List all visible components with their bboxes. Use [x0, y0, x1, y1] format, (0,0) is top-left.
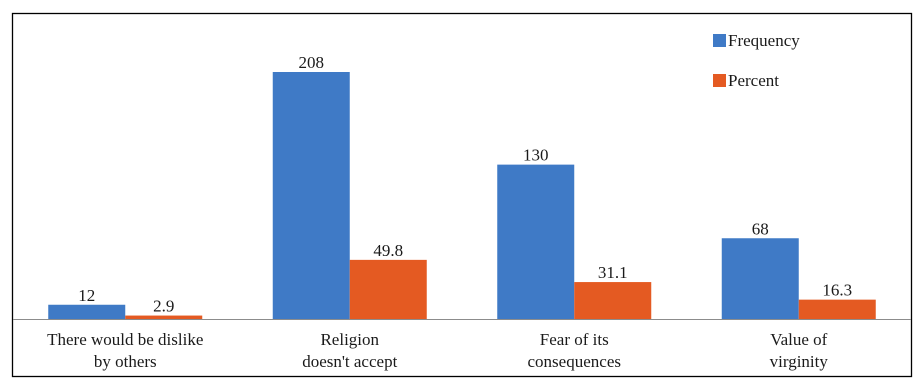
frequency-bar-3: [497, 164, 575, 319]
x-tick-label-2-line-1: Religion: [320, 330, 379, 349]
frequency-value-label-2: 208: [299, 53, 325, 72]
x-tick-label-1-line-1: There would be dislike: [47, 330, 203, 349]
frequency-bar-4: [721, 238, 799, 319]
frequency-bar-1: [48, 304, 126, 319]
frequency-value-label-4: 68: [752, 219, 769, 238]
x-tick-label-4-line-2: virginity: [770, 352, 829, 371]
percent-bar-2: [349, 259, 427, 319]
x-tick-label-4-line-1: Value of: [770, 330, 827, 349]
plot-area: 12 2.9 208 49.8 130 31.1 68 16.3: [48, 53, 876, 319]
chart-border: [11, 12, 913, 378]
frequency-legend-label: Frequency: [728, 31, 800, 50]
x-tick-labels: There would be dislike by others Religion d…: [47, 330, 828, 371]
frequency-legend-swatch: [713, 34, 726, 47]
legend: Frequency Percent: [713, 31, 800, 90]
x-tick-label-3-line-1: Fear of its: [540, 330, 609, 349]
percent-value-label-2: 49.8: [373, 241, 403, 260]
x-tick-label-3-line-2: consequences: [528, 352, 621, 371]
percent-value-label-1: 2.9: [153, 297, 174, 316]
percent-value-label-4: 16.3: [822, 281, 852, 300]
percent-bar-4: [798, 299, 876, 319]
percent-legend-swatch: [713, 74, 726, 87]
frequency-value-label-1: 12: [78, 286, 95, 305]
x-tick-label-2-line-2: doesn't accept: [302, 352, 397, 371]
percent-legend-label: Percent: [728, 71, 779, 90]
percent-value-label-3: 31.1: [598, 263, 628, 282]
percent-bar-1: [125, 315, 203, 319]
frequency-value-label-3: 130: [523, 146, 549, 165]
frequency-bar-2: [272, 72, 350, 319]
x-tick-label-1-line-2: by others: [94, 352, 157, 371]
percent-bar-3: [574, 282, 652, 319]
